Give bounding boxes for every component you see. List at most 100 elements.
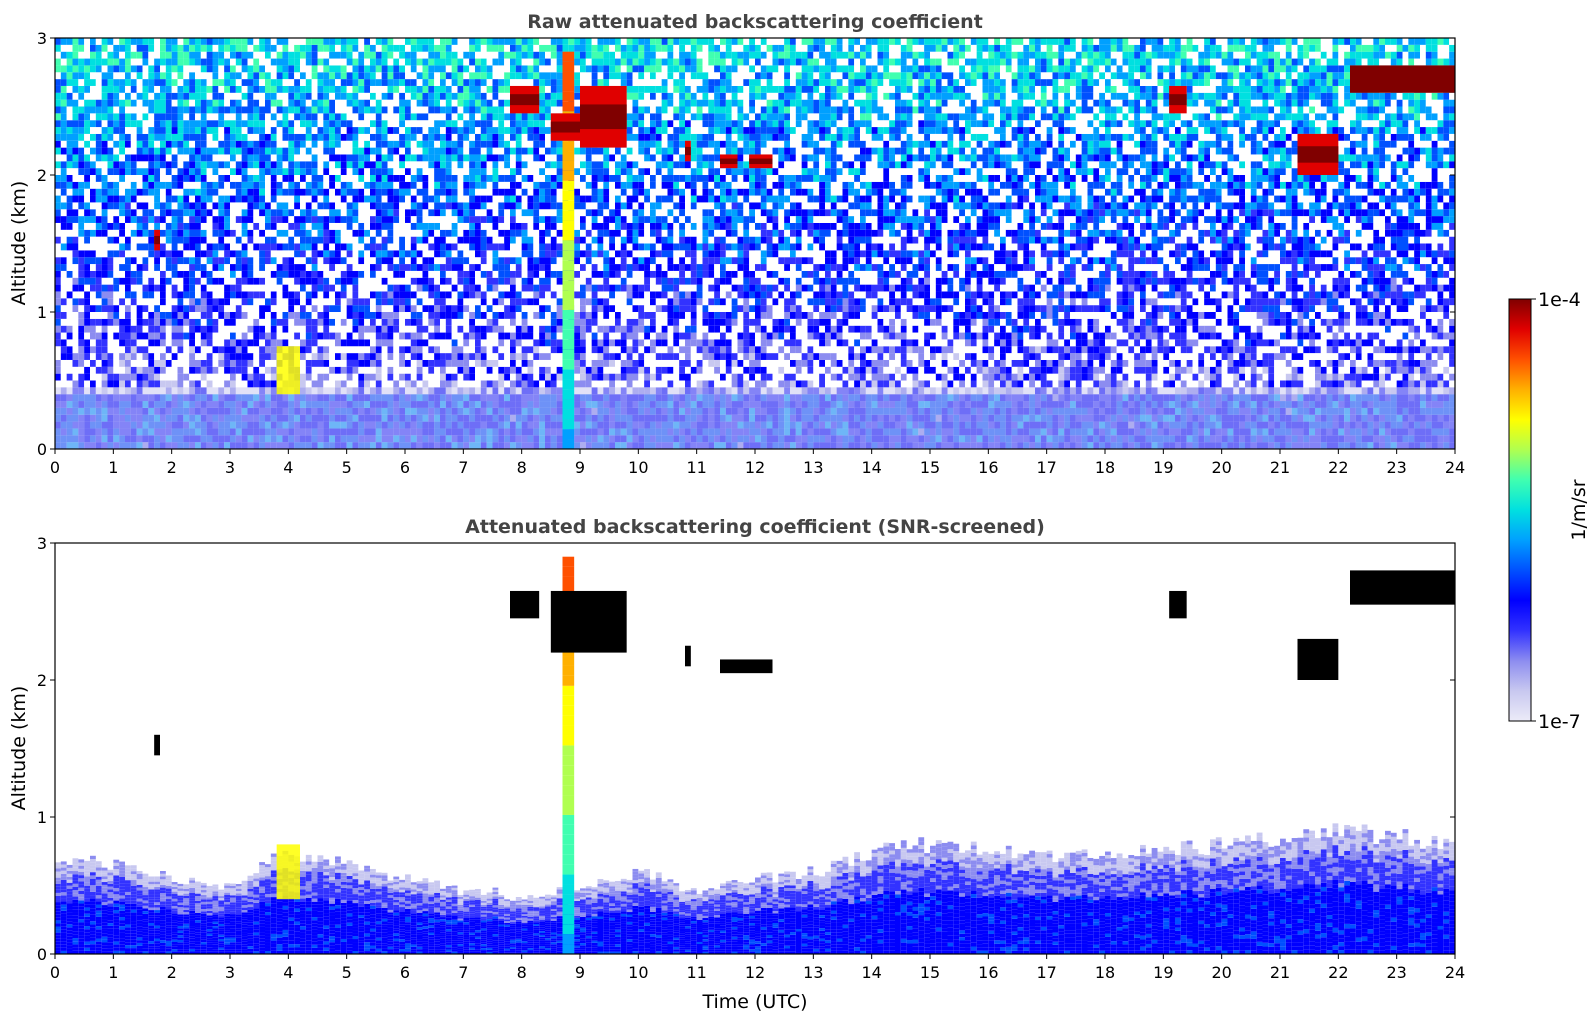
heatmap-cell xyxy=(195,250,201,258)
heatmap-cell xyxy=(142,291,149,299)
heatmap-cell xyxy=(311,346,318,354)
heatmap-cell xyxy=(498,147,505,155)
heatmap-cell xyxy=(305,298,312,306)
heatmap-cell xyxy=(434,216,440,223)
heatmap-cell xyxy=(480,373,487,381)
heatmap-cell xyxy=(84,325,90,333)
heatmap-cell xyxy=(224,222,230,230)
heatmap-cell xyxy=(527,270,534,278)
heatmap-cell xyxy=(72,154,79,162)
heatmap-cell xyxy=(259,99,265,107)
heatmap-cell xyxy=(410,366,417,374)
heatmap-cell xyxy=(515,79,522,86)
heatmap-cell xyxy=(515,318,522,326)
heatmap-cell xyxy=(533,229,540,237)
heatmap-cell xyxy=(206,58,213,66)
heatmap-cell xyxy=(480,127,487,134)
heatmap-cell xyxy=(60,312,67,319)
heatmap-cell xyxy=(55,79,61,86)
heatmap-cell xyxy=(177,312,184,319)
heatmap-cell xyxy=(358,229,365,237)
heatmap-cell xyxy=(241,216,248,223)
heatmap-cell xyxy=(107,332,114,340)
heatmap-cell xyxy=(311,312,318,319)
heatmap-cell xyxy=(72,72,79,80)
heatmap-cell xyxy=(510,113,516,121)
heatmap-cell xyxy=(113,373,120,381)
heatmap-cell xyxy=(335,359,341,367)
heatmap-cell xyxy=(317,291,324,299)
heatmap-cell xyxy=(55,38,61,45)
heatmap-cell xyxy=(521,161,528,169)
heatmap-cell xyxy=(90,106,96,114)
heatmap-cell xyxy=(265,72,271,80)
heatmap-cell xyxy=(329,359,335,367)
heatmap-cell xyxy=(119,270,125,278)
heatmap-cell xyxy=(288,222,295,230)
heatmap-cell xyxy=(171,154,178,162)
heatmap-cell xyxy=(527,229,534,237)
heatmap-cell xyxy=(66,72,73,80)
heatmap-cell xyxy=(364,243,370,251)
heatmap-cell xyxy=(498,325,505,333)
heatmap-cell xyxy=(224,366,230,374)
heatmap-cell xyxy=(212,120,219,128)
heatmap-cell xyxy=(55,106,61,114)
heatmap-cell xyxy=(154,305,160,312)
heatmap-cell xyxy=(66,318,73,326)
heatmap-cell xyxy=(218,106,225,114)
heatmap-cell xyxy=(311,79,318,86)
heatmap-cell xyxy=(393,277,400,285)
heatmap-cell xyxy=(95,181,102,189)
heatmap-cell xyxy=(305,359,312,367)
heatmap-cell xyxy=(311,339,318,347)
heatmap-cell xyxy=(224,346,230,354)
heatmap-cell xyxy=(165,298,172,306)
heatmap-cell xyxy=(340,65,347,73)
heatmap-cell xyxy=(60,99,67,107)
heatmap-cell xyxy=(469,161,475,169)
heatmap-cell xyxy=(200,154,207,162)
heatmap-cell xyxy=(206,175,213,182)
heatmap-cell xyxy=(72,346,79,354)
heatmap-cell xyxy=(527,113,534,121)
heatmap-cell xyxy=(340,92,347,100)
heatmap-cell xyxy=(265,236,271,244)
heatmap-cell xyxy=(445,332,452,340)
heatmap-cell xyxy=(113,250,120,258)
heatmap-cell xyxy=(72,147,79,155)
heatmap-cell xyxy=(136,120,143,128)
heatmap-cell xyxy=(317,332,324,340)
heatmap-cell xyxy=(224,106,230,114)
heatmap-cell xyxy=(498,243,505,251)
heatmap-cell xyxy=(113,243,120,251)
heatmap-cell xyxy=(463,380,470,388)
heatmap-cell xyxy=(463,332,470,340)
heatmap-cell xyxy=(463,305,470,312)
heatmap-cell xyxy=(393,127,400,134)
heatmap-cell xyxy=(405,79,411,86)
heatmap-cell xyxy=(311,120,318,128)
heatmap-cell xyxy=(410,168,417,175)
heatmap-cell xyxy=(416,154,423,162)
heatmap-cell xyxy=(130,222,137,230)
heatmap-cell xyxy=(212,154,219,162)
heatmap-cell xyxy=(387,195,394,203)
heatmap-cell xyxy=(317,140,324,148)
heatmap-cell xyxy=(259,106,265,114)
heatmap-cell xyxy=(154,161,160,169)
heatmap-cell xyxy=(119,38,125,45)
heatmap-cell xyxy=(119,229,125,237)
heatmap-cell xyxy=(265,44,271,52)
heatmap-cell xyxy=(370,161,376,169)
heatmap-cell xyxy=(270,113,277,121)
heatmap-cell xyxy=(282,133,289,141)
heatmap-cell xyxy=(440,318,446,326)
heatmap-cell xyxy=(241,38,248,45)
heatmap-cell xyxy=(288,140,295,148)
heatmap-cell xyxy=(311,181,318,189)
heatmap-cell xyxy=(410,58,417,66)
heatmap-cell xyxy=(142,359,149,367)
heatmap-cell xyxy=(130,243,137,251)
heatmap-cell xyxy=(72,298,79,306)
